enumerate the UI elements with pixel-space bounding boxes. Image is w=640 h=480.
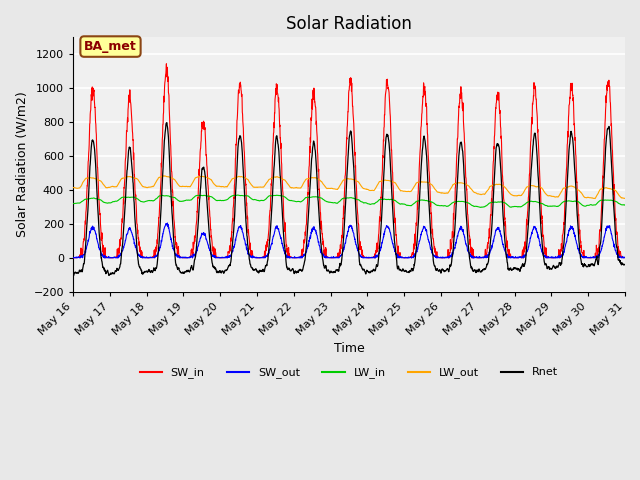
Legend: SW_in, SW_out, LW_in, LW_out, Rnet: SW_in, SW_out, LW_in, LW_out, Rnet bbox=[135, 363, 563, 383]
Y-axis label: Solar Radiation (W/m2): Solar Radiation (W/m2) bbox=[15, 92, 28, 238]
Text: BA_met: BA_met bbox=[84, 40, 137, 53]
Title: Solar Radiation: Solar Radiation bbox=[286, 15, 412, 33]
X-axis label: Time: Time bbox=[333, 342, 364, 355]
